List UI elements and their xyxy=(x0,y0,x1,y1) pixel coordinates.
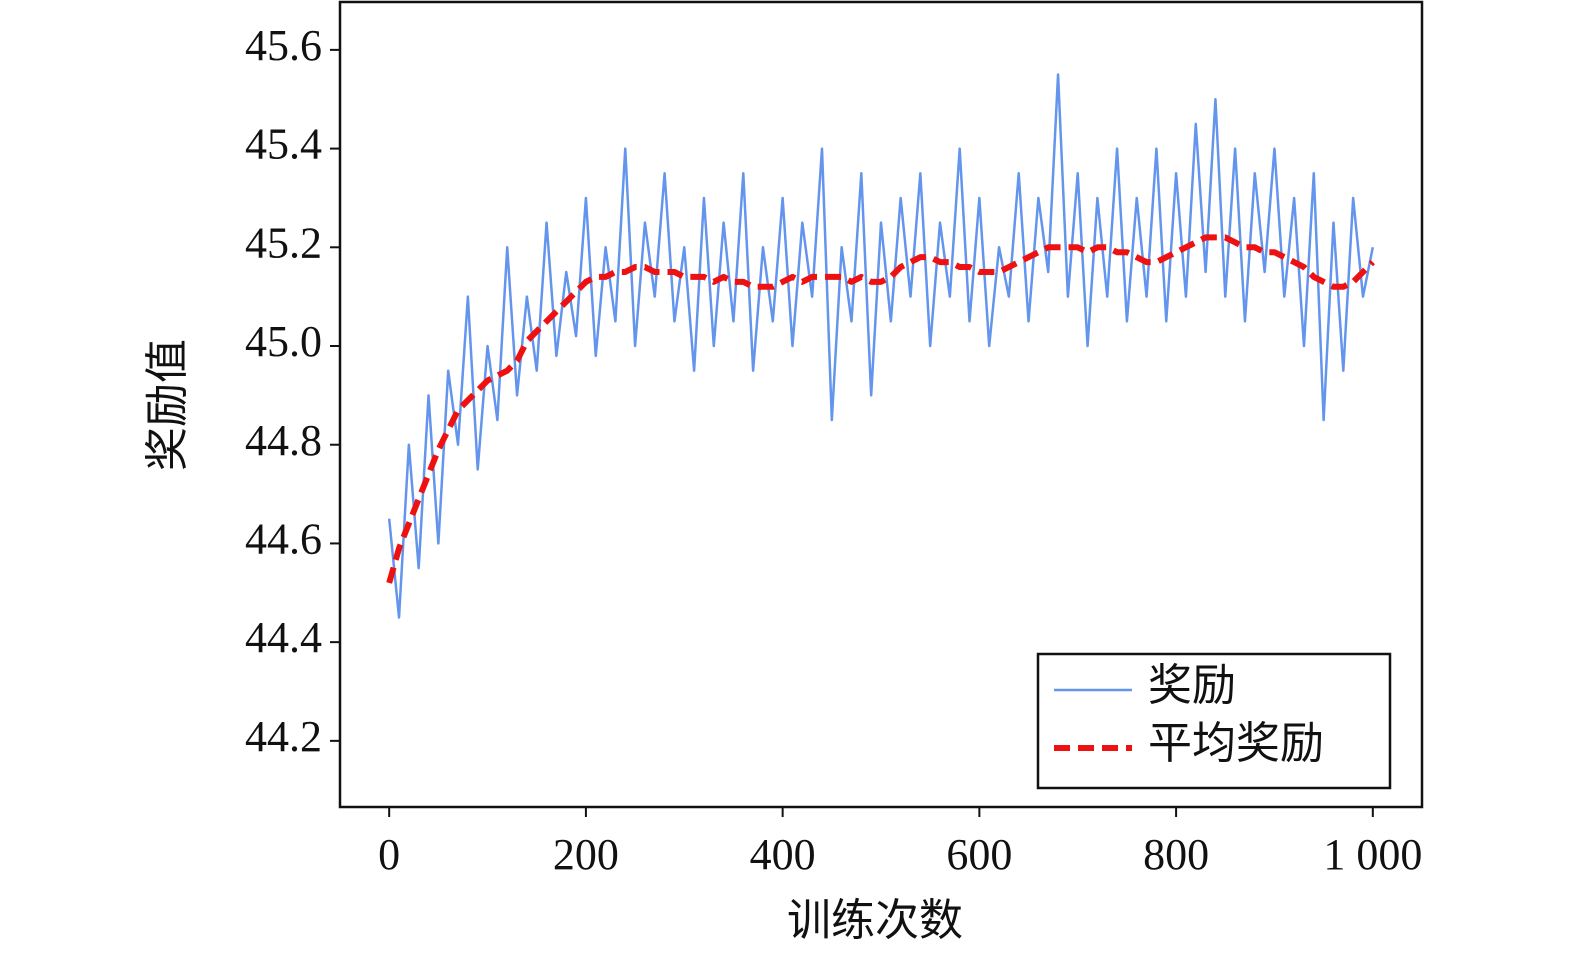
x-tick-label: 400 xyxy=(750,830,816,879)
mean-line xyxy=(386,234,1375,584)
x-tick-label: 200 xyxy=(553,830,619,879)
legend-label: 奖励 xyxy=(1148,661,1236,710)
y-tick-label: 44.6 xyxy=(245,515,322,564)
y-tick-label: 44.2 xyxy=(245,712,322,761)
y-tick-label: 45.0 xyxy=(245,317,322,366)
y-tick-label: 45.4 xyxy=(245,120,322,169)
y-tick-label: 45.2 xyxy=(245,218,322,267)
x-tick-label: 800 xyxy=(1143,830,1209,879)
x-axis-label: 训练次数 xyxy=(787,896,963,945)
reward-line xyxy=(387,73,1375,619)
plot-frame xyxy=(338,0,1424,809)
y-axis-label: 奖励值 xyxy=(143,339,192,471)
x-tick-label: 0 xyxy=(378,830,400,879)
x-tick-label: 600 xyxy=(946,830,1012,879)
x-tick-label: 1 000 xyxy=(1323,830,1422,879)
legend-label: 平均奖励 xyxy=(1148,719,1324,768)
legend-box xyxy=(1036,652,1392,790)
y-tick-label: 44.8 xyxy=(245,416,322,465)
y-tick-label: 44.4 xyxy=(245,613,322,662)
y-tick-label: 45.6 xyxy=(245,21,322,70)
